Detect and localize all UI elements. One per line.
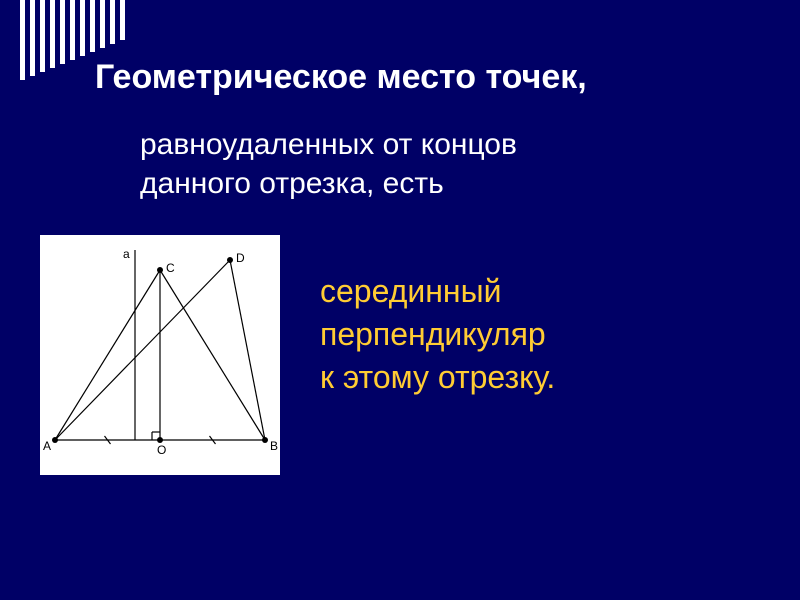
bar <box>110 0 115 44</box>
bar <box>80 0 85 56</box>
bar <box>50 0 55 68</box>
subtitle-line1: равноудаленных от концов <box>140 128 517 161</box>
bar <box>20 0 25 80</box>
bar <box>120 0 125 40</box>
figure-svg: A B O C Da <box>40 235 280 475</box>
conclusion-line3: к этому отрезку. <box>320 359 555 395</box>
svg-text:a: a <box>123 247 130 261</box>
subtitle-line2: данного отрезка, есть <box>140 167 444 200</box>
bar <box>70 0 75 60</box>
svg-text:D: D <box>236 251 245 265</box>
slide-subtitle: равноудаленных от концов данного отрезка… <box>140 125 517 203</box>
bar <box>30 0 35 76</box>
conclusion-line1: серединный <box>320 273 501 309</box>
bar <box>60 0 65 64</box>
bar <box>90 0 95 52</box>
slide-title: Геометрическое место точек, <box>95 58 587 97</box>
conclusion-text: серединный перпендикуляр к этому отрезку… <box>320 270 555 400</box>
svg-text:C: C <box>166 261 175 275</box>
svg-text:O: O <box>157 443 166 457</box>
svg-text:A: A <box>43 439 51 453</box>
bar <box>100 0 105 48</box>
conclusion-line2: перпендикуляр <box>320 316 546 352</box>
bar <box>40 0 45 72</box>
geometry-figure: A B O C Da <box>40 235 280 475</box>
svg-text:B: B <box>270 439 278 453</box>
